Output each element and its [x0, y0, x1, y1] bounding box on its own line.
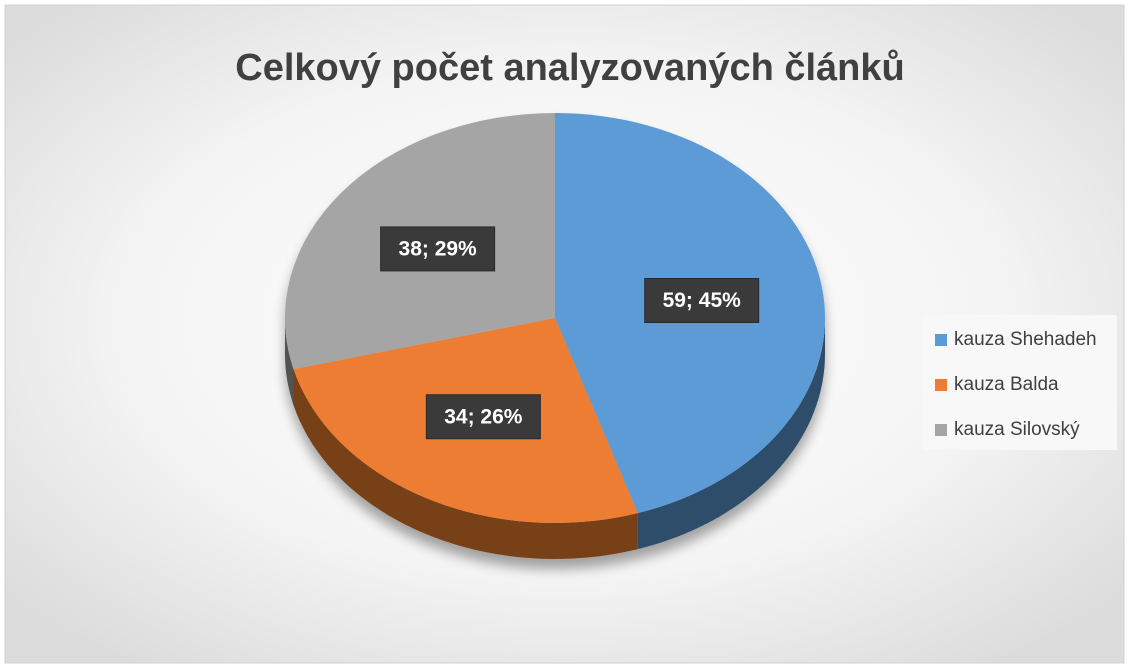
slice-side: [637, 318, 825, 550]
slice-side: [293, 369, 638, 559]
pie: [284, 113, 826, 559]
legend-label: kauza Silovský: [954, 419, 1080, 440]
data-label-box: [644, 277, 760, 323]
legend-box: [922, 315, 1117, 450]
legend-swatch: [935, 379, 947, 391]
slice-side: [285, 318, 294, 406]
legend-label: kauza Balda: [954, 374, 1059, 395]
data-label: 34; 26%: [444, 405, 523, 428]
legend-label: kauza Shehadeh: [954, 329, 1097, 350]
chart-title: Celkový počet analyzovaných článků: [235, 47, 905, 89]
data-label: 59; 45%: [663, 289, 742, 312]
data-label-box: [425, 394, 541, 440]
data-label-box: [380, 226, 496, 272]
legend-swatch: [935, 424, 947, 436]
legend-swatch: [935, 334, 947, 346]
data-label: 38; 29%: [399, 237, 478, 260]
